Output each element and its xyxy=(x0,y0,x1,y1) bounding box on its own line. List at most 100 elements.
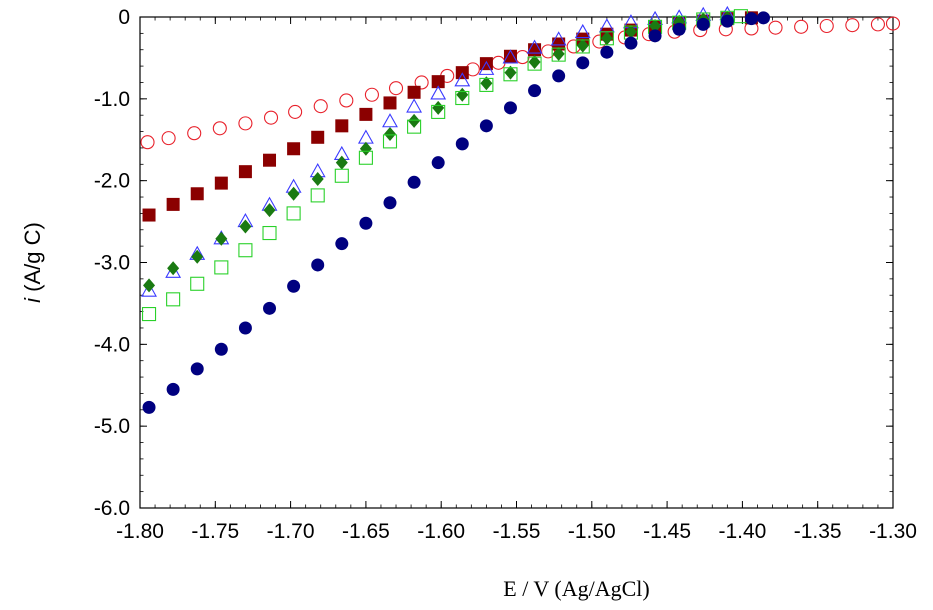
data-point xyxy=(161,131,176,146)
data-point xyxy=(238,243,253,258)
data-point xyxy=(480,76,493,91)
data-point xyxy=(359,107,373,121)
data-point xyxy=(313,99,328,114)
data-point xyxy=(526,39,543,54)
x-tick-label: -1.50 xyxy=(568,520,616,543)
data-point xyxy=(528,55,541,70)
y-tick-label: -6.0 xyxy=(94,497,130,520)
data-point xyxy=(335,237,349,251)
data-point xyxy=(503,67,518,82)
data-point xyxy=(334,168,349,183)
data-point xyxy=(166,292,181,307)
data-point xyxy=(576,38,589,53)
data-point xyxy=(287,279,301,293)
x-tick-label: -1.45 xyxy=(643,520,691,543)
data-point xyxy=(744,12,758,26)
data-point xyxy=(515,50,530,65)
data-point xyxy=(576,56,590,70)
data-point xyxy=(600,45,614,59)
data-point xyxy=(187,126,202,141)
x-axis-label: E / V (Ag/AgCl) xyxy=(503,576,649,601)
data-point xyxy=(503,101,517,115)
plot-area xyxy=(139,16,894,509)
data-point xyxy=(502,49,519,64)
series-5 xyxy=(142,11,770,414)
x-tick-label: -1.55 xyxy=(493,520,541,543)
data-point xyxy=(407,85,421,99)
data-point xyxy=(263,203,276,218)
series-3 xyxy=(143,10,734,293)
data-point xyxy=(383,127,396,142)
data-point xyxy=(479,57,493,71)
y-axis-label-italic: i xyxy=(20,297,45,303)
data-point xyxy=(431,156,445,170)
data-point xyxy=(430,85,447,100)
series-0 xyxy=(140,16,901,150)
data-point xyxy=(648,29,662,43)
data-point xyxy=(456,87,469,102)
data-point xyxy=(310,188,325,203)
x-tick-label: -1.70 xyxy=(267,520,315,543)
x-tick-label: -1.65 xyxy=(342,520,390,543)
data-point xyxy=(383,196,397,210)
data-point xyxy=(191,249,204,264)
data-point xyxy=(407,119,422,134)
data-point xyxy=(624,36,638,50)
data-point xyxy=(214,342,228,356)
data-point xyxy=(359,141,372,156)
data-point xyxy=(550,31,567,46)
data-point xyxy=(359,216,373,230)
data-point xyxy=(574,23,591,39)
y-axis-label-rest: (A/g C) xyxy=(20,222,45,298)
y-tick-label: -5.0 xyxy=(94,415,130,438)
data-point xyxy=(768,20,783,35)
data-point xyxy=(263,301,277,315)
data-point xyxy=(575,39,590,54)
data-point xyxy=(479,77,494,92)
data-point xyxy=(756,11,770,25)
y-tick-label: 0 xyxy=(118,6,130,29)
data-point xyxy=(166,382,180,396)
series-4 xyxy=(141,9,748,322)
data-point xyxy=(311,258,325,272)
x-tick-label: -1.75 xyxy=(191,520,239,543)
x-tick-label: -1.35 xyxy=(794,520,842,543)
series-2 xyxy=(141,5,736,297)
series-1 xyxy=(142,11,758,222)
y-axis-label: i (A/g C) xyxy=(20,222,45,303)
data-point xyxy=(455,90,470,106)
data-point xyxy=(339,93,354,108)
data-point xyxy=(142,208,156,222)
data-point xyxy=(845,18,860,33)
data-point xyxy=(382,134,398,149)
data-point xyxy=(720,14,734,28)
axis-ticks xyxy=(139,16,894,509)
data-point xyxy=(141,282,157,297)
data-point xyxy=(479,119,493,133)
data-point xyxy=(335,119,349,133)
data-point xyxy=(407,175,421,189)
data-point xyxy=(478,60,495,75)
x-tick-label: -1.40 xyxy=(718,520,766,543)
data-point xyxy=(649,19,662,34)
data-point xyxy=(140,135,155,150)
data-point xyxy=(287,186,300,201)
data-point xyxy=(382,113,398,128)
data-point xyxy=(431,104,446,119)
data-point xyxy=(311,172,324,187)
y-tick-label: -2.0 xyxy=(94,170,130,193)
data-point xyxy=(455,137,469,151)
data-point xyxy=(624,24,637,39)
data-point xyxy=(238,321,252,335)
data-point xyxy=(238,165,252,179)
data-point xyxy=(214,260,229,275)
data-point xyxy=(504,65,517,80)
data-point xyxy=(335,155,348,170)
data-point xyxy=(238,116,253,131)
data-point xyxy=(414,75,429,90)
data-point xyxy=(287,142,301,156)
x-tick-label: -1.30 xyxy=(869,520,917,543)
data-point xyxy=(388,81,404,96)
data-point xyxy=(819,18,834,34)
